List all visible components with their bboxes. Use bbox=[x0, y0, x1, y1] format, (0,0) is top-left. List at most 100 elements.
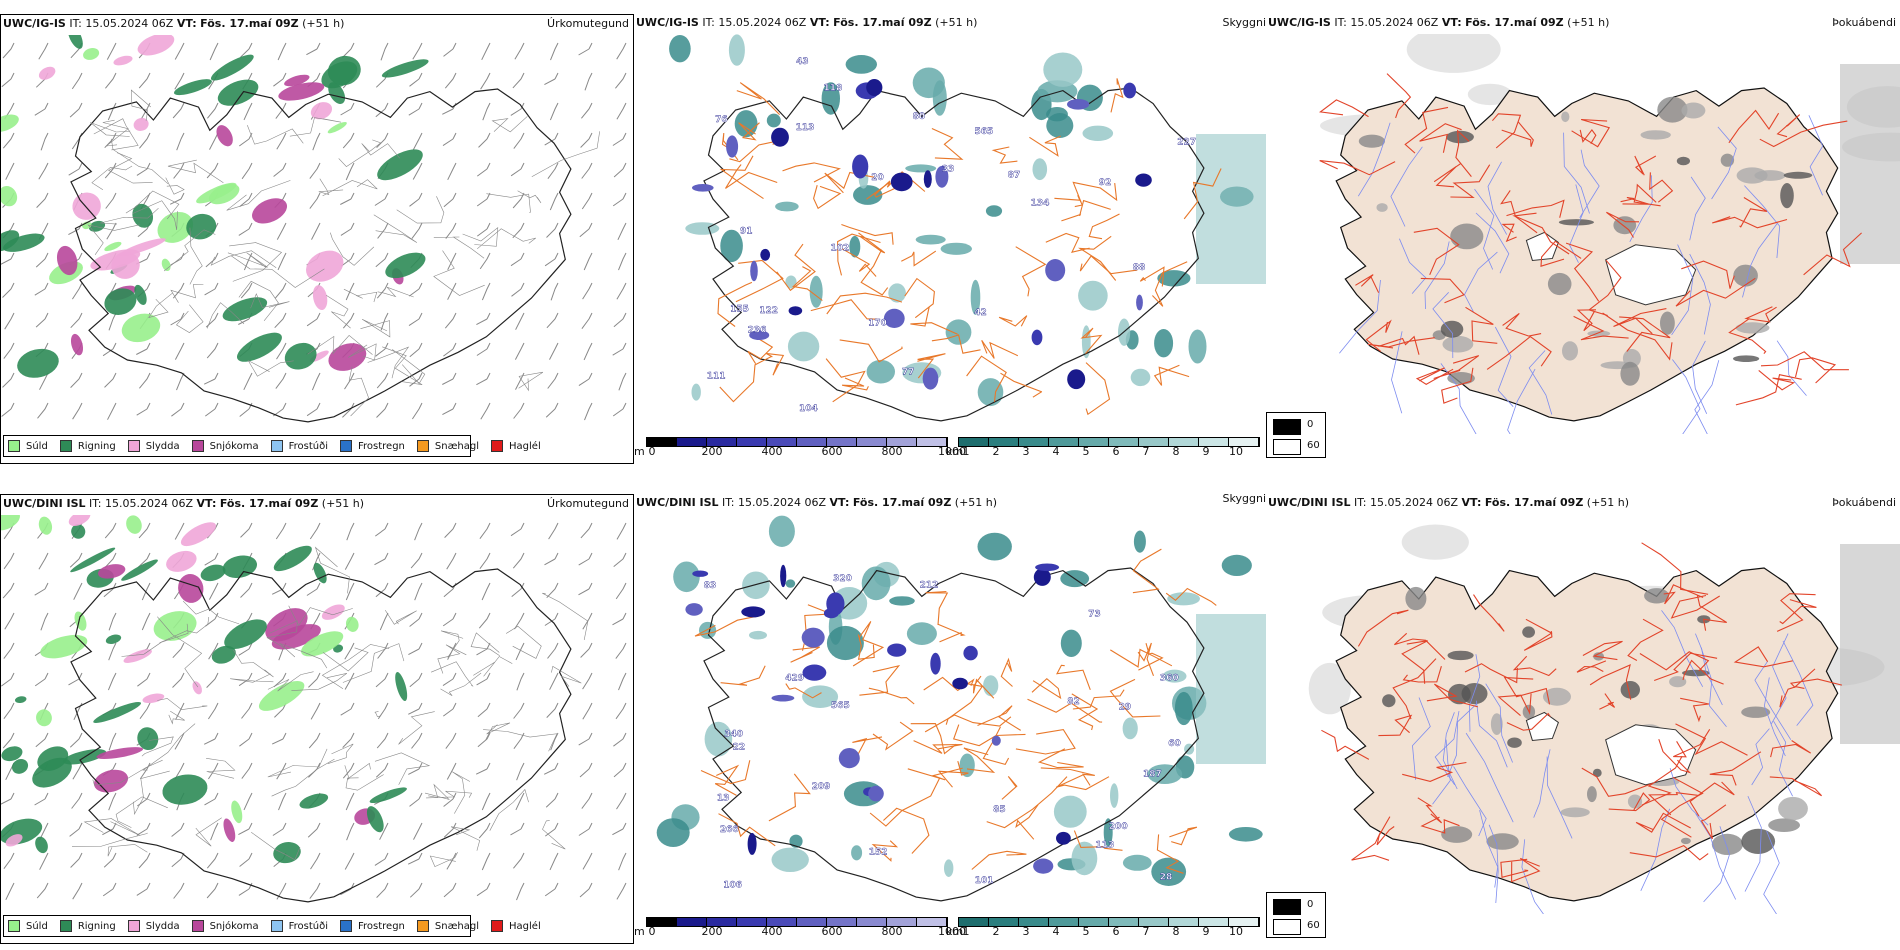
road bbox=[1015, 804, 1039, 840]
cloudbase-label: 88 bbox=[1133, 263, 1146, 273]
wind-barb bbox=[479, 252, 491, 270]
wind-barb bbox=[340, 192, 355, 205]
fog-area bbox=[1401, 524, 1469, 560]
road bbox=[338, 139, 382, 167]
visibility-area bbox=[977, 532, 1012, 561]
wind-barb bbox=[243, 792, 253, 811]
wind-barb bbox=[1, 792, 15, 805]
road bbox=[826, 292, 903, 315]
wind-barb bbox=[476, 192, 491, 207]
road bbox=[206, 758, 236, 779]
wind-barb bbox=[276, 132, 287, 150]
wind-barb bbox=[170, 312, 185, 326]
colorbar-unit: km bbox=[946, 445, 964, 458]
road bbox=[485, 722, 511, 740]
road bbox=[1641, 542, 1709, 595]
legend-item: Frostúði bbox=[270, 920, 328, 932]
road bbox=[1689, 781, 1735, 817]
wind-barb bbox=[581, 192, 593, 210]
wind-barb bbox=[342, 42, 355, 58]
wind-barb bbox=[210, 822, 219, 841]
road bbox=[271, 758, 335, 797]
road bbox=[1071, 693, 1099, 731]
river bbox=[1442, 712, 1458, 790]
precip-area bbox=[327, 55, 361, 86]
cloudbase-area bbox=[747, 832, 757, 855]
wind-barb bbox=[4, 612, 15, 630]
colorbar-cell bbox=[1019, 438, 1049, 446]
wind-barb bbox=[408, 762, 423, 775]
cloudbase-label: 60 bbox=[1168, 739, 1181, 749]
wind-barb bbox=[311, 222, 321, 240]
precip-area bbox=[133, 117, 149, 131]
road bbox=[1803, 232, 1862, 276]
road bbox=[871, 840, 899, 862]
wind-barb bbox=[479, 522, 491, 539]
wind-barb bbox=[37, 402, 49, 419]
glaciers bbox=[1525, 231, 1697, 306]
visibility-area bbox=[785, 275, 797, 289]
road bbox=[1675, 723, 1748, 756]
road bbox=[937, 760, 969, 788]
road bbox=[1789, 668, 1843, 688]
wind-barb bbox=[413, 822, 423, 840]
cloudbase-area bbox=[868, 785, 884, 802]
wind-barb bbox=[613, 732, 627, 747]
road bbox=[433, 236, 485, 259]
wind-barb bbox=[380, 312, 389, 331]
wind-barb bbox=[443, 822, 457, 838]
road bbox=[1045, 232, 1090, 253]
road bbox=[93, 118, 139, 151]
road bbox=[1497, 693, 1532, 717]
road bbox=[491, 116, 528, 133]
wind-barb bbox=[407, 852, 423, 865]
road bbox=[267, 748, 328, 778]
cloudbase-area bbox=[991, 735, 1001, 746]
wind-barb bbox=[205, 402, 219, 417]
road bbox=[1404, 106, 1449, 154]
wind-barb bbox=[477, 222, 491, 237]
visibility-area bbox=[1032, 158, 1048, 181]
cloudbase-areas bbox=[692, 79, 1152, 390]
wind-barb bbox=[174, 342, 185, 360]
precip-area bbox=[313, 562, 327, 584]
road bbox=[132, 200, 178, 231]
precip-area bbox=[252, 198, 288, 224]
cloudbase-area bbox=[760, 248, 771, 261]
colorbar-cell bbox=[677, 438, 707, 446]
wind-barb bbox=[443, 792, 457, 807]
precip-area bbox=[312, 285, 328, 311]
wind-barb bbox=[136, 822, 151, 836]
road bbox=[90, 122, 131, 137]
road bbox=[157, 616, 203, 688]
cloudbase-colorbar: m 0 200 400 600 800 1000 bbox=[634, 437, 966, 463]
wind-barb bbox=[278, 792, 287, 811]
legend-swatch bbox=[127, 440, 140, 452]
road bbox=[1794, 357, 1837, 384]
wind-barb bbox=[141, 612, 151, 631]
wind-barb bbox=[40, 132, 49, 151]
fog-area bbox=[1840, 64, 1900, 264]
fog-legend-label: 0 bbox=[1307, 419, 1314, 430]
fog-area bbox=[1562, 341, 1578, 361]
road bbox=[1417, 797, 1443, 824]
river bbox=[1453, 766, 1487, 837]
wind-barb bbox=[477, 732, 491, 748]
wind-barb bbox=[445, 222, 457, 239]
wind-barb bbox=[613, 162, 627, 178]
wind-barb bbox=[273, 72, 287, 87]
wind-barb bbox=[446, 552, 457, 570]
road bbox=[1402, 666, 1442, 683]
colorbar-cell bbox=[887, 918, 917, 926]
colorbar-tick: 7 bbox=[1142, 445, 1150, 458]
wind-barb bbox=[309, 882, 321, 899]
precip-area bbox=[88, 220, 106, 232]
legend-item: Frostúði bbox=[270, 440, 328, 452]
colorbar-cell bbox=[737, 438, 767, 446]
wind-barb bbox=[545, 402, 559, 418]
precip-area bbox=[126, 515, 142, 534]
colorbar-tick: 9 bbox=[1202, 445, 1210, 458]
fog-map bbox=[1308, 524, 1900, 914]
wind-barb bbox=[376, 282, 389, 299]
precip-area bbox=[32, 757, 72, 788]
